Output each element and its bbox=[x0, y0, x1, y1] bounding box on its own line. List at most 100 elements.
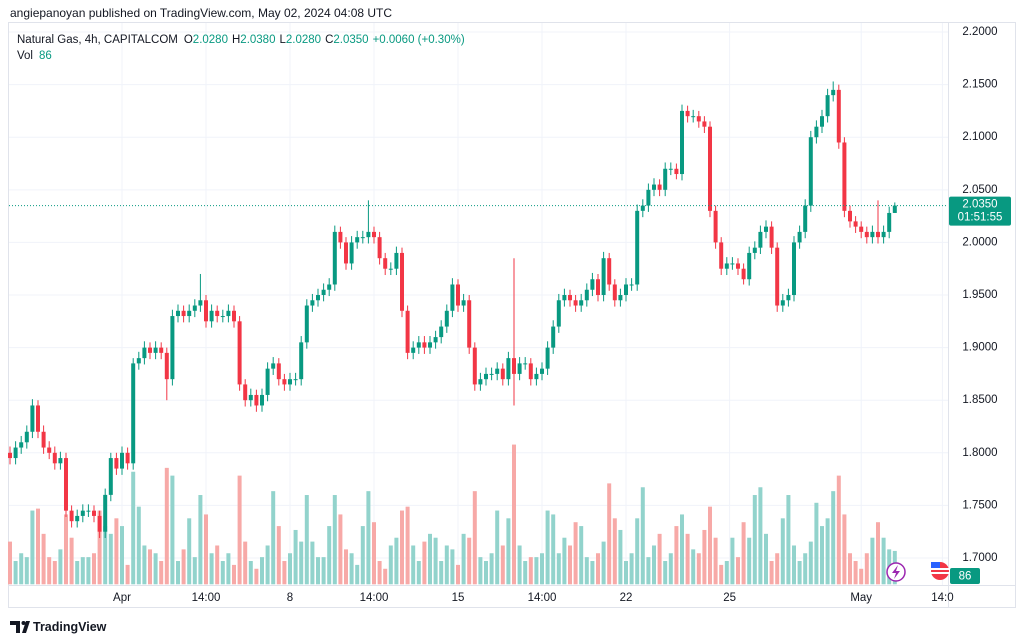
y-tick-label: 2.2000 bbox=[962, 26, 997, 38]
candle-body bbox=[215, 310, 220, 317]
volume-bar bbox=[383, 568, 388, 585]
volume-bar bbox=[797, 561, 802, 585]
candle-body bbox=[41, 431, 46, 448]
candle-body bbox=[545, 347, 550, 369]
candle-body bbox=[433, 337, 438, 343]
volume-bar bbox=[187, 518, 192, 585]
candle-body bbox=[528, 363, 533, 380]
candle-body bbox=[332, 231, 337, 285]
y-tick-label: 2.1000 bbox=[962, 131, 997, 143]
candle-body bbox=[864, 231, 869, 238]
candle-body bbox=[775, 247, 780, 306]
candle-body bbox=[876, 231, 880, 238]
candle-body bbox=[523, 363, 528, 365]
candle-body bbox=[30, 405, 35, 432]
y-tick-label: 1.8500 bbox=[962, 394, 997, 406]
candle-body bbox=[467, 300, 472, 348]
volume-bar bbox=[97, 510, 102, 585]
candle-body bbox=[92, 510, 96, 516]
volume-bar bbox=[663, 561, 668, 585]
volume-bar bbox=[80, 557, 85, 585]
volume-bar bbox=[439, 561, 444, 585]
volume-bar bbox=[215, 545, 220, 585]
y-tick-label: 1.9500 bbox=[962, 289, 997, 301]
volume-bar bbox=[618, 529, 623, 585]
candle-body bbox=[842, 142, 847, 211]
volume-bar bbox=[444, 545, 449, 585]
volume-bar bbox=[640, 487, 645, 585]
volume-bar bbox=[719, 564, 724, 585]
candle-body bbox=[573, 300, 578, 306]
volume-bar bbox=[24, 557, 29, 585]
volume-bar bbox=[691, 549, 696, 585]
candle-body bbox=[400, 252, 404, 311]
volume-bar bbox=[596, 553, 600, 585]
volume-bar bbox=[69, 537, 74, 585]
volume-bar bbox=[136, 506, 141, 585]
volume-bar bbox=[668, 553, 673, 585]
volume-bar bbox=[685, 533, 690, 585]
candle-body bbox=[13, 447, 18, 459]
candle-body bbox=[797, 231, 802, 243]
y-tick-label: 1.9000 bbox=[962, 342, 997, 354]
volume-bar bbox=[422, 541, 427, 585]
candle-body bbox=[551, 326, 556, 348]
volume-bar bbox=[562, 537, 567, 585]
candle-body bbox=[870, 231, 875, 238]
volume-bar bbox=[355, 564, 360, 585]
flag-icon[interactable] bbox=[931, 562, 949, 580]
candle-body bbox=[590, 279, 595, 290]
candle-body bbox=[881, 231, 886, 238]
volume-bar bbox=[192, 557, 197, 585]
volume-bar bbox=[349, 553, 354, 585]
volume-bar bbox=[321, 557, 326, 585]
footer-logo bbox=[10, 621, 30, 633]
candle-body bbox=[696, 116, 701, 122]
volume-bar bbox=[220, 561, 225, 585]
candle-body bbox=[635, 210, 640, 285]
candle-body bbox=[836, 89, 841, 143]
volume-bar bbox=[120, 526, 124, 585]
volume-bar bbox=[304, 495, 309, 585]
candle-body bbox=[103, 494, 108, 532]
candle-body bbox=[584, 289, 589, 301]
candle-body bbox=[472, 347, 477, 385]
candle-body bbox=[237, 321, 242, 385]
volume-bar bbox=[288, 553, 292, 585]
x-tick-label: 14:00 bbox=[192, 592, 221, 604]
volume-bar bbox=[41, 533, 46, 585]
candle-body bbox=[556, 300, 561, 327]
volume-bar bbox=[405, 506, 410, 585]
volume-bar bbox=[680, 514, 684, 585]
volume-bar bbox=[741, 522, 746, 585]
candle-body bbox=[131, 363, 136, 464]
candle-body bbox=[461, 300, 466, 306]
volume-bar bbox=[36, 508, 40, 585]
candle-body bbox=[601, 258, 606, 296]
candle-body bbox=[506, 358, 511, 380]
candle-body bbox=[299, 342, 304, 380]
y-tick-label: 1.8000 bbox=[962, 447, 997, 459]
volume-bar bbox=[590, 561, 595, 585]
volume-badge-label: 86 bbox=[959, 571, 972, 583]
volume-bar bbox=[232, 564, 236, 585]
volume-bar bbox=[629, 553, 634, 585]
volume-pane bbox=[8, 444, 897, 585]
candle-body bbox=[719, 242, 724, 269]
candle-body bbox=[859, 226, 864, 232]
volume-bar bbox=[769, 561, 774, 585]
candle-body bbox=[825, 95, 830, 117]
volume-bar bbox=[708, 506, 712, 585]
candle-body bbox=[304, 305, 309, 343]
candle-body bbox=[198, 300, 203, 306]
candle-body bbox=[360, 237, 365, 239]
volume-bar bbox=[416, 561, 421, 585]
event-icon[interactable] bbox=[886, 562, 906, 582]
volume-bar bbox=[209, 553, 214, 585]
volume-bar bbox=[584, 557, 589, 585]
volume-bar bbox=[484, 561, 488, 585]
volume-bar bbox=[299, 541, 304, 585]
candle-body bbox=[803, 205, 808, 232]
candle-body bbox=[668, 168, 673, 170]
